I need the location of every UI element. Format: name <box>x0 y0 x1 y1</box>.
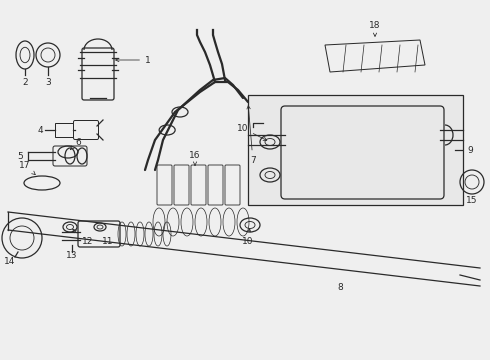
Text: 6: 6 <box>70 138 81 150</box>
Text: 18: 18 <box>369 21 381 36</box>
Text: 17: 17 <box>19 161 35 175</box>
Bar <box>55 123 73 137</box>
Text: 9: 9 <box>467 145 473 154</box>
Text: 4: 4 <box>37 126 43 135</box>
Text: 14: 14 <box>4 257 16 266</box>
Text: 1: 1 <box>116 55 151 64</box>
Text: 16: 16 <box>189 150 201 165</box>
Text: 10: 10 <box>242 229 254 247</box>
Bar <box>248 95 463 205</box>
Text: 8: 8 <box>337 284 343 292</box>
Text: 15: 15 <box>466 195 478 204</box>
Text: 5: 5 <box>17 152 23 161</box>
Text: 2: 2 <box>22 77 28 86</box>
Bar <box>248 95 463 205</box>
Text: 7: 7 <box>247 105 256 165</box>
Text: 10: 10 <box>237 123 267 140</box>
Text: 11: 11 <box>102 238 114 247</box>
Text: 3: 3 <box>45 77 51 86</box>
Text: 13: 13 <box>66 251 78 260</box>
Text: 12: 12 <box>73 229 94 247</box>
